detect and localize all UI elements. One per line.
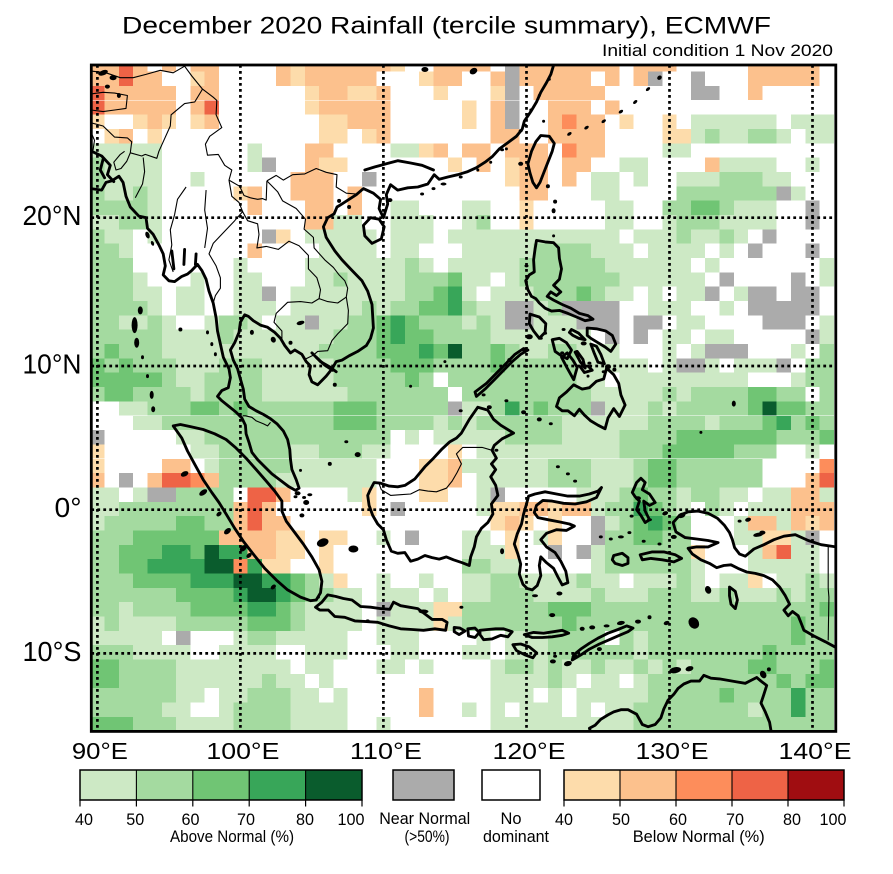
svg-text:80: 80	[783, 810, 801, 829]
svg-text:70: 70	[726, 810, 744, 829]
svg-text:140°E: 140°E	[779, 738, 852, 764]
svg-text:80: 80	[296, 810, 314, 829]
svg-text:(>50%): (>50%)	[405, 827, 450, 846]
svg-text:110°E: 110°E	[350, 738, 422, 764]
svg-text:10°S: 10°S	[23, 636, 82, 667]
svg-text:90°E: 90°E	[72, 738, 128, 764]
svg-text:10°N: 10°N	[23, 349, 82, 380]
svg-text:50: 50	[126, 810, 144, 829]
svg-text:60: 60	[669, 810, 687, 829]
svg-text:No: No	[501, 809, 522, 828]
svg-text:dominant: dominant	[483, 827, 549, 846]
svg-text:130°E: 130°E	[636, 738, 709, 764]
svg-text:40: 40	[555, 810, 573, 829]
svg-text:December 2020 Rainfall (tercil: December 2020 Rainfall (tercile summary)…	[122, 13, 771, 40]
svg-text:60: 60	[182, 810, 200, 829]
svg-text:0°: 0°	[55, 492, 82, 523]
svg-text:70: 70	[237, 810, 255, 829]
svg-text:Above Normal (%): Above Normal (%)	[170, 827, 294, 846]
svg-text:Near Normal: Near Normal	[379, 809, 470, 828]
svg-text:40: 40	[75, 810, 93, 829]
svg-text:Initial condition 1 Nov 2020: Initial condition 1 Nov 2020	[602, 42, 833, 60]
svg-text:Below Normal (%): Below Normal (%)	[633, 827, 765, 846]
svg-text:50: 50	[612, 810, 630, 829]
svg-text:100°E: 100°E	[206, 738, 279, 764]
svg-text:20°N: 20°N	[23, 200, 82, 231]
svg-text:120°E: 120°E	[493, 738, 566, 764]
svg-text:100: 100	[820, 810, 847, 829]
svg-text:100: 100	[338, 810, 365, 829]
